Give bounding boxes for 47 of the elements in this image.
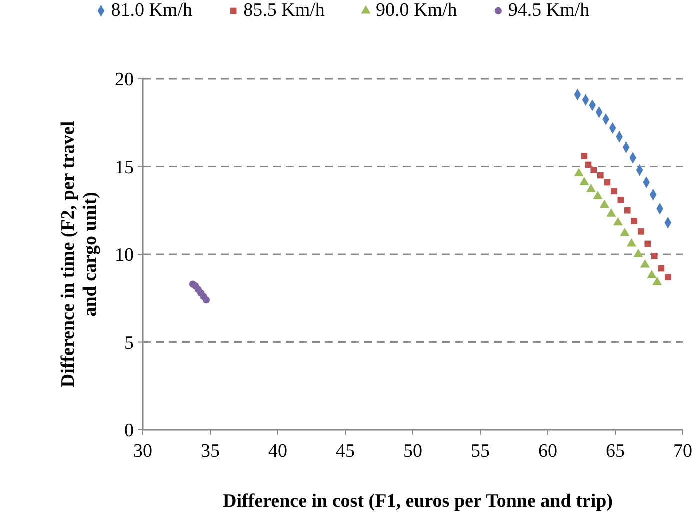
y-axis-title: Difference in time (F2, per travel and cargo unit) [58, 121, 101, 388]
legend-label: 85.5 Km/h [244, 0, 326, 21]
x-tick-label: 60 [538, 441, 558, 462]
legend-label: 81.0 Km/h [111, 0, 193, 21]
point [590, 167, 598, 174]
x-tick-label: 65 [606, 441, 625, 462]
x-axis-title: Difference in cost (F1, euros per Tonne and trip) [222, 491, 614, 512]
x-tick-label: 55 [471, 441, 490, 462]
point [664, 274, 672, 280]
x-tick-label: 50 [404, 441, 422, 462]
y-tick-label: 10 [115, 245, 134, 266]
x-tick-label: 35 [201, 441, 220, 462]
legend-label: 90.0 Km/h [376, 0, 458, 21]
point [600, 200, 610, 208]
point [658, 265, 665, 272]
point [620, 228, 630, 236]
point [634, 248, 644, 258]
point [626, 238, 637, 247]
legend-label: 94.5 Km/h [508, 0, 590, 21]
point [652, 277, 662, 286]
point [593, 191, 603, 200]
point [580, 176, 590, 186]
point [631, 218, 638, 224]
point [644, 240, 652, 248]
point [638, 228, 644, 235]
x-tick-label: 30 [134, 441, 152, 462]
point [606, 208, 616, 217]
y-tick-label: 20 [115, 70, 134, 91]
point [640, 259, 650, 268]
y-tick-label: 0 [124, 420, 134, 442]
point [586, 184, 596, 192]
y-tick-label: 5 [124, 332, 134, 354]
point [613, 217, 624, 226]
point [597, 172, 604, 179]
point [618, 196, 624, 204]
y-tick-label: 15 [115, 157, 134, 178]
point [624, 207, 631, 214]
point [574, 168, 584, 177]
point [610, 188, 618, 194]
x-tick-label: 45 [336, 441, 355, 462]
point [604, 179, 611, 186]
point [651, 253, 658, 260]
point [581, 153, 588, 160]
x-tick-label: 70 [674, 441, 692, 462]
point [202, 296, 210, 304]
x-tick-label: 40 [268, 441, 288, 462]
point [647, 270, 657, 278]
